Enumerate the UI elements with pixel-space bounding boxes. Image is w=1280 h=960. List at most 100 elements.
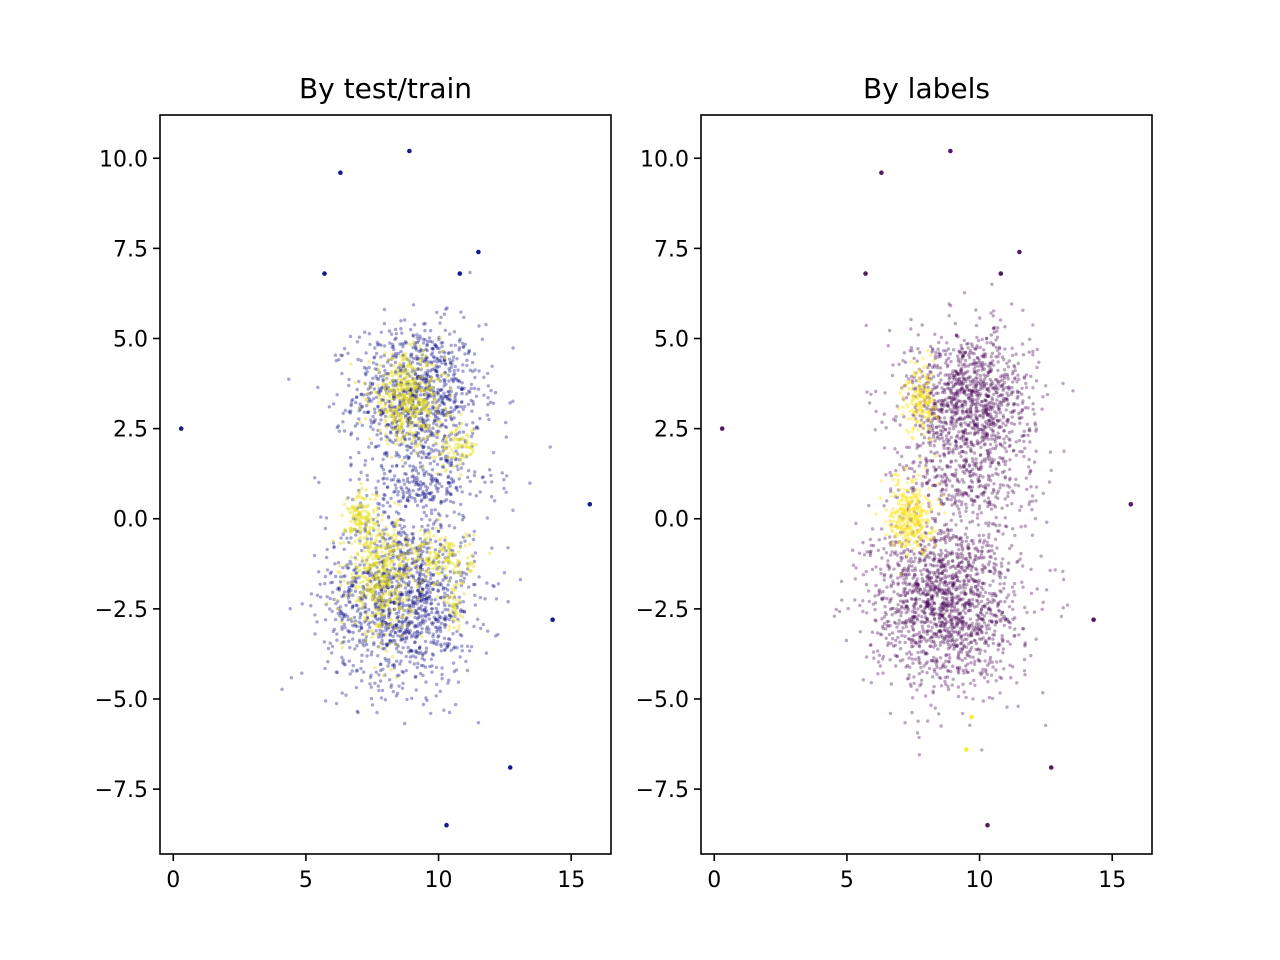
data-point (419, 424, 423, 429)
data-point (383, 402, 388, 406)
data-point (458, 572, 462, 577)
data-point (373, 563, 377, 567)
data-point (949, 359, 953, 364)
data-point (1007, 437, 1011, 441)
data-point (420, 524, 424, 529)
data-point (392, 528, 396, 532)
data-point (447, 351, 451, 355)
data-point (425, 371, 430, 375)
data-point (377, 370, 381, 375)
data-point (379, 463, 384, 468)
outlier-point (444, 822, 449, 828)
data-point (377, 396, 381, 400)
data-point (391, 572, 396, 576)
data-point (996, 360, 1000, 364)
data-point (383, 368, 387, 373)
data-point (442, 394, 447, 398)
data-point (417, 651, 421, 656)
data-point (502, 571, 507, 575)
data-point (457, 512, 461, 516)
data-point (457, 462, 461, 467)
data-point (993, 402, 998, 406)
data-point (457, 410, 461, 414)
data-point (371, 427, 375, 432)
data-point (328, 607, 332, 611)
data-point (975, 335, 979, 340)
data-point (427, 492, 432, 496)
data-point (425, 558, 429, 562)
data-point (411, 609, 415, 613)
data-point (947, 395, 951, 399)
data-point (421, 468, 425, 472)
data-point (461, 600, 466, 604)
data-point (447, 367, 451, 371)
data-point (398, 443, 402, 447)
data-point (366, 410, 371, 414)
data-point (433, 342, 437, 347)
data-point (371, 526, 375, 530)
data-point (389, 455, 394, 459)
data-point (404, 444, 408, 448)
data-point (362, 670, 366, 674)
data-point (974, 402, 978, 406)
data-point (440, 676, 444, 681)
data-point (421, 505, 425, 509)
data-point (376, 684, 381, 688)
data-point (951, 424, 955, 428)
data-point (920, 323, 924, 327)
data-point (948, 407, 952, 412)
data-point (335, 638, 339, 642)
data-point (968, 421, 972, 425)
data-point (409, 586, 413, 590)
data-point (381, 364, 386, 368)
data-point (346, 581, 350, 586)
data-point (490, 495, 494, 499)
data-point (399, 564, 403, 568)
data-point (432, 418, 437, 422)
data-point (984, 399, 988, 403)
data-point (380, 536, 384, 540)
data-point (390, 405, 395, 409)
data-point (394, 450, 399, 455)
data-point (1016, 373, 1020, 377)
data-point (324, 555, 329, 560)
data-point (1004, 434, 1009, 439)
data-point (1002, 380, 1007, 385)
data-point (406, 645, 410, 650)
data-point (336, 424, 340, 428)
data-point (387, 373, 391, 377)
data-point (966, 444, 970, 449)
data-point (357, 379, 361, 384)
data-point (979, 453, 983, 457)
data-point (446, 351, 451, 356)
data-point (436, 588, 440, 592)
data-point (1031, 386, 1035, 390)
data-point (953, 444, 958, 448)
data-point (416, 583, 420, 587)
data-point (360, 515, 365, 519)
data-point (451, 451, 455, 455)
data-point (890, 373, 895, 378)
data-point (880, 420, 884, 424)
data-point (395, 547, 399, 551)
data-point (374, 607, 378, 612)
data-point (415, 444, 420, 449)
data-point (334, 359, 338, 363)
data-point (504, 420, 508, 425)
data-point (1028, 337, 1032, 341)
data-point (440, 408, 444, 412)
data-point (404, 389, 409, 393)
data-point (397, 590, 402, 594)
data-point (994, 384, 998, 388)
data-point (937, 381, 942, 385)
data-point (430, 375, 434, 380)
data-point (864, 323, 868, 328)
data-point (365, 473, 369, 478)
data-point (353, 562, 357, 566)
data-point (446, 637, 451, 641)
data-point (454, 428, 458, 432)
data-point (350, 399, 354, 403)
data-point (426, 339, 430, 344)
data-point (991, 430, 995, 434)
data-point (1014, 440, 1018, 444)
